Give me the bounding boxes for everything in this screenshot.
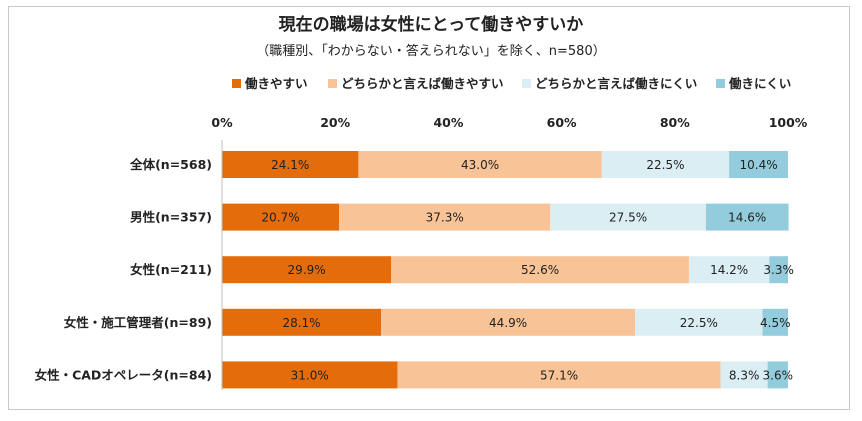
legend-swatch: [716, 79, 725, 88]
chart-subtitle: （職種別、「わからない・答えられない」を除く、n=580）: [256, 43, 605, 59]
bar-segment: [767, 361, 788, 389]
category-label: 女性・施工管理者(n=89): [64, 315, 212, 330]
data-label: 14.6%: [728, 211, 766, 225]
x-tick-label: 20%: [320, 115, 350, 130]
bar-segment: [358, 151, 602, 178]
bar-segment: [688, 256, 770, 284]
bar-segment: [729, 151, 788, 178]
bar-segment: [222, 256, 392, 284]
legend-label: どちらかと言えば働きやすい: [341, 76, 504, 91]
category-labels: 全体(n=568) 男性(n=357) 女性(n=211) 女性・施工管理者(n=89…: [35, 157, 212, 382]
legend: 働きやすい どちらかと言えば働きやすい どちらかと言えば働きにくい 働きにくい: [232, 76, 791, 91]
data-label: 20.7%: [262, 211, 300, 225]
x-axis-ticks: 0% 20% 40% 60% 80% 100%: [211, 115, 807, 130]
bar-segment: [339, 203, 551, 231]
x-tick-label: 80%: [660, 115, 690, 130]
bar-segment: [391, 256, 689, 284]
bar-segment: [769, 256, 788, 284]
data-label: 22.5%: [646, 158, 684, 172]
bar-segment: [635, 308, 763, 336]
bar-segment: [397, 361, 721, 389]
data-label: 27.5%: [609, 211, 647, 225]
bar-segment: [222, 203, 340, 231]
data-label: 3.3%: [763, 263, 794, 277]
legend-swatch: [522, 79, 531, 88]
bar-segment: [705, 203, 789, 231]
data-label: 44.9%: [489, 316, 527, 330]
category-label: 全体(n=568): [129, 157, 212, 172]
bars: 24.1% 43.0% 22.5% 10.4% 20.7% 37.3% 27.5% 14.6%…: [221, 140, 794, 390]
data-label: 10.4%: [740, 158, 778, 172]
legend-label: どちらかと言えば働きにくい: [535, 76, 697, 91]
data-label: 29.9%: [288, 263, 326, 277]
data-label: 43.0%: [461, 158, 499, 172]
data-label: 4.5%: [760, 316, 791, 330]
bar-segment: [381, 308, 636, 336]
data-label: 14.2%: [710, 263, 748, 277]
bar-segment: [222, 361, 398, 389]
data-label: 24.1%: [271, 158, 309, 172]
data-label: 57.1%: [540, 368, 578, 382]
x-tick-label: 40%: [433, 115, 463, 130]
legend-label: 働きやすい: [244, 76, 308, 91]
bar-segment: [222, 308, 382, 336]
category-label: 女性・CADオペレータ(n=84): [35, 367, 212, 382]
bar-segment: [550, 203, 706, 231]
data-label: 28.1%: [282, 316, 320, 330]
legend-swatch: [328, 79, 337, 88]
data-label: 8.3%: [729, 368, 760, 382]
chart-title: 現在の職場は女性にとって働きやすいか: [279, 14, 584, 35]
bar-segment: [762, 308, 788, 336]
bar-segment: [720, 361, 768, 389]
data-label: 52.6%: [521, 263, 559, 277]
category-label: 男性(n=357): [130, 210, 212, 225]
data-label: 31.0%: [291, 368, 329, 382]
legend-label: 働きにくい: [728, 76, 791, 91]
data-label: 3.6%: [763, 368, 794, 382]
data-label: 37.3%: [426, 211, 464, 225]
bar-segment: [601, 151, 730, 178]
legend-swatch: [232, 79, 241, 88]
bar-segment: [222, 151, 359, 178]
x-tick-label: 100%: [769, 115, 808, 130]
data-label: 22.5%: [680, 316, 718, 330]
x-tick-label: 60%: [547, 115, 577, 130]
category-label: 女性(n=211): [130, 262, 212, 277]
x-tick-label: 0%: [211, 115, 233, 130]
